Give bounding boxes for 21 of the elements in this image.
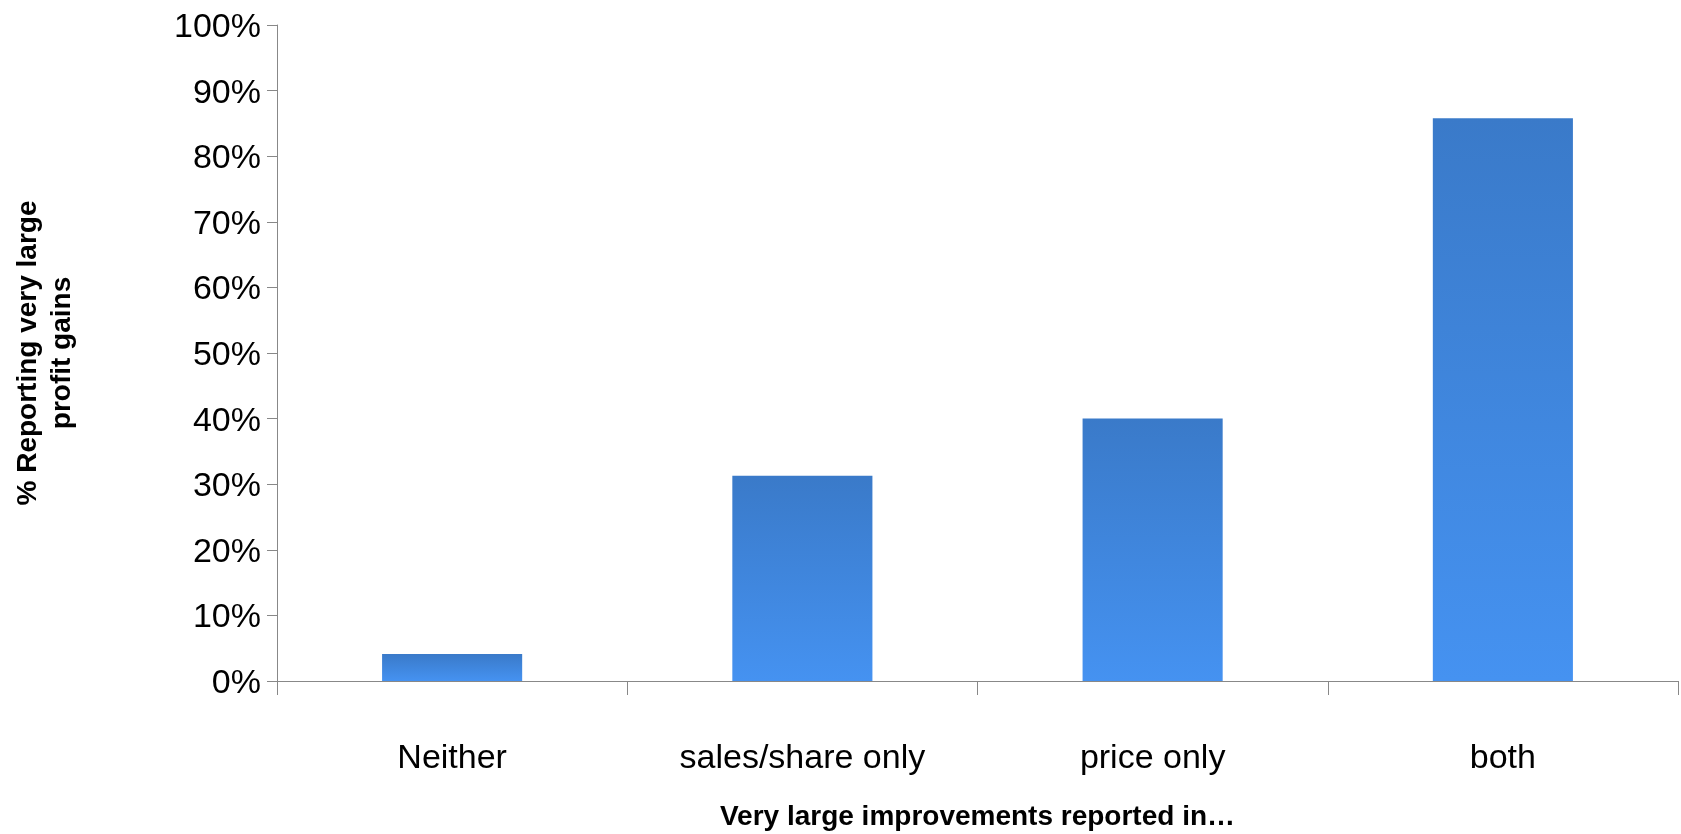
x-tick-label: both — [1469, 737, 1536, 775]
x-tick-label: Neither — [397, 737, 507, 775]
y-tick-label: 50% — [192, 334, 261, 372]
bar — [1432, 118, 1573, 681]
y-tick-label: 20% — [192, 530, 261, 569]
y-tick-label: 30% — [192, 465, 261, 504]
y-tick-label: 60% — [192, 268, 261, 307]
y-tick-label: 0% — [211, 662, 261, 700]
x-tick-label: price only — [1079, 737, 1226, 775]
bar — [382, 654, 523, 681]
bar — [732, 475, 873, 681]
y-tick-label: 80% — [192, 137, 261, 176]
bar — [1082, 418, 1223, 681]
y-tick-label: 100% — [174, 6, 261, 44]
x-axis-title: Very large improvements reported in… — [719, 799, 1236, 831]
y-tick-label: 90% — [192, 71, 261, 110]
y-tick-label: 70% — [192, 202, 261, 241]
y-tick-label: 40% — [192, 399, 261, 438]
y-tick-label: 10% — [192, 596, 261, 635]
x-tick-label: sales/share only — [679, 737, 926, 775]
y-axis-title: % Reporting very large profit gains — [10, 200, 76, 506]
